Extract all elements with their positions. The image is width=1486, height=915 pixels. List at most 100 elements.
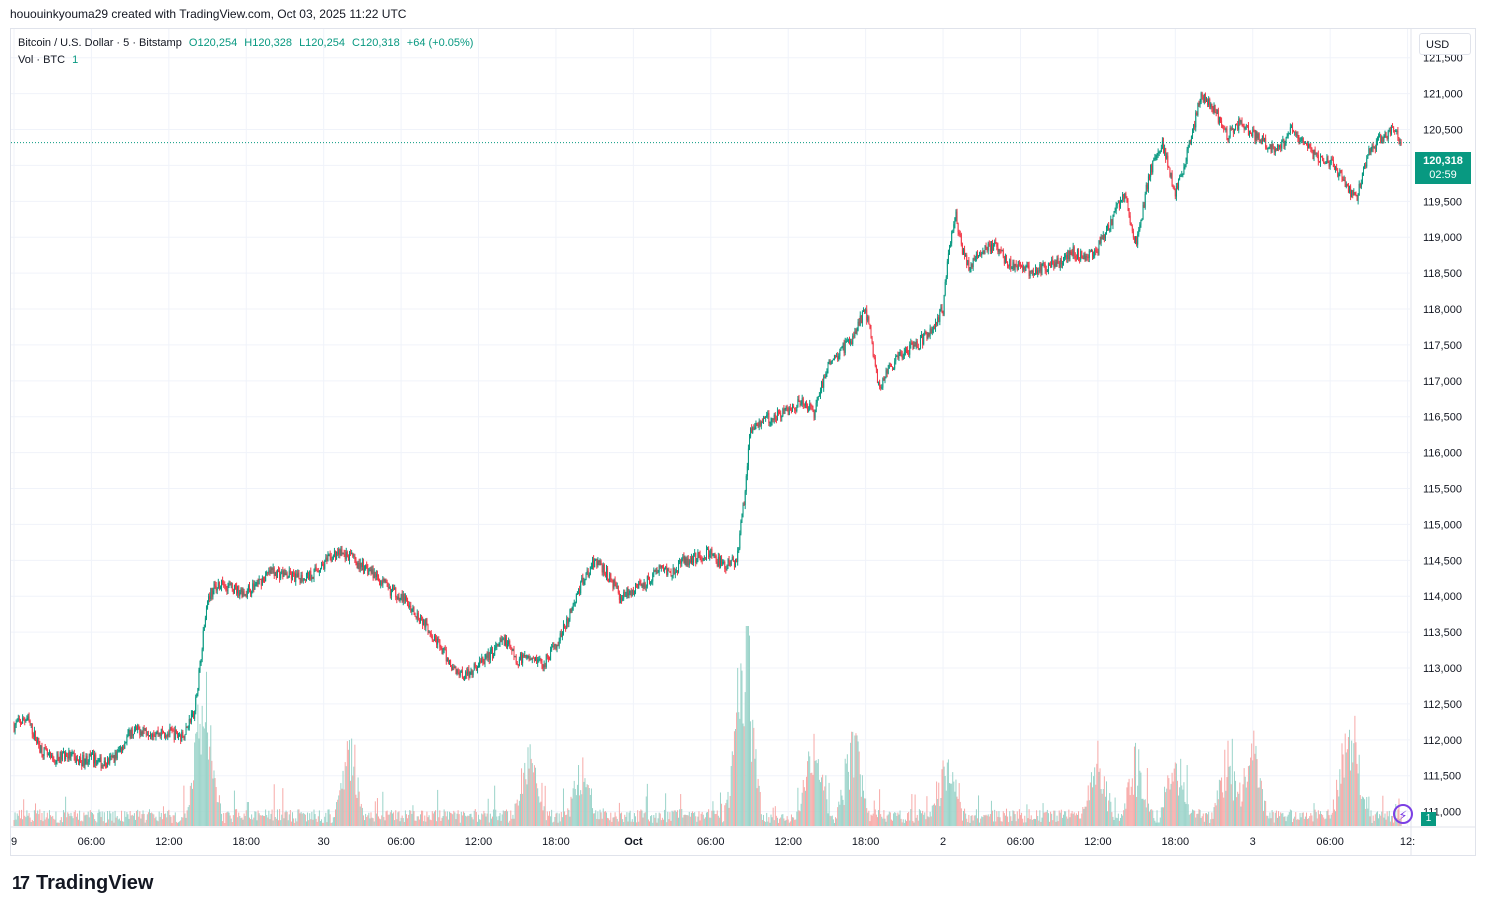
volume-bar (762, 814, 764, 826)
candle-body (1152, 160, 1154, 173)
volume-bar (260, 815, 262, 826)
volume-bar (594, 813, 596, 826)
volume-bar (1117, 813, 1119, 826)
candle-body (59, 752, 61, 763)
candle-body (335, 551, 337, 559)
volume-bar (693, 813, 695, 826)
volume-bar (729, 796, 731, 826)
candle-body (1279, 145, 1281, 148)
candle-body (480, 660, 482, 663)
volume-bar (137, 809, 139, 826)
candle-body (378, 576, 380, 580)
volume-bar (1111, 812, 1113, 826)
lightning-icon[interactable]: ⚡ (1393, 804, 1413, 824)
candle-body (87, 761, 89, 765)
candle-body (416, 612, 418, 619)
candle-body (874, 357, 876, 366)
candle-body (1350, 186, 1352, 197)
volume-bar (860, 796, 862, 826)
candle-body (685, 558, 687, 566)
volume-bar (1253, 730, 1255, 826)
candle-body (136, 727, 138, 731)
volume-bar (213, 770, 215, 826)
volume-bar (50, 815, 52, 826)
volume-bar (83, 812, 85, 826)
volume-bar (911, 794, 913, 826)
volume-bar (1103, 776, 1105, 826)
volume-bar (512, 814, 514, 826)
volume-bar (645, 796, 647, 826)
volume-bar (687, 815, 689, 826)
volume-bar (1019, 815, 1021, 826)
candle-body (639, 581, 641, 584)
volume-bar (753, 727, 755, 826)
volume-bar (401, 815, 403, 826)
candle-body (1242, 124, 1244, 127)
volume-bar (279, 809, 281, 826)
volume-bar (527, 747, 529, 826)
volume-bar (442, 815, 444, 826)
volume-bar (124, 811, 126, 826)
volume-bar (301, 813, 303, 826)
candle-body (1309, 144, 1311, 148)
volume-bar (233, 790, 235, 826)
volume-bar (1131, 778, 1133, 826)
candle-body (1210, 103, 1212, 108)
volume-bar (422, 810, 424, 826)
candle-body (86, 756, 88, 765)
volume-bar (980, 818, 982, 826)
currency-selector[interactable]: USD (1419, 33, 1471, 55)
volume-bar (143, 813, 145, 826)
candle-body (558, 641, 560, 646)
volume-bar (757, 778, 759, 826)
candle-body (849, 340, 851, 343)
volume-bar (684, 814, 686, 826)
candle-body (482, 657, 484, 663)
candle-body (325, 557, 327, 561)
volume-bar (1360, 798, 1362, 826)
candle-body (1301, 137, 1303, 141)
candle-body (661, 565, 663, 568)
candle-body (1373, 146, 1375, 149)
candle-body (1246, 125, 1248, 127)
volume-bar (1145, 807, 1147, 826)
symbol-title[interactable]: Bitcoin / U.S. Dollar · 5 · Bitstamp (18, 37, 182, 49)
volume-bar (768, 817, 770, 826)
volume-bar (931, 805, 933, 826)
candle-body (172, 730, 174, 732)
candle-body (1033, 273, 1035, 275)
candle-body (219, 587, 221, 589)
volume-bar (310, 819, 312, 826)
candle-body (156, 730, 158, 734)
candle-body (345, 551, 347, 560)
candle-body (1175, 185, 1177, 197)
candle-body (290, 574, 292, 580)
candle-body (505, 637, 507, 647)
volume-bar (1204, 813, 1206, 826)
candle-body (651, 581, 653, 583)
candle-body (1293, 130, 1295, 132)
candle-body (1050, 265, 1052, 268)
volume-bar (161, 819, 163, 826)
candle-body (1222, 125, 1224, 129)
volume-bar (1211, 812, 1213, 826)
candle-body (187, 727, 189, 729)
candle-body (436, 638, 438, 645)
candle-body (324, 560, 326, 569)
candle-body (835, 355, 837, 357)
candle-body (1259, 139, 1261, 141)
tradingview-logo[interactable]: 17 TradingView (12, 872, 153, 895)
volume-label[interactable]: Vol · BTC (18, 54, 66, 66)
candle-body (486, 655, 488, 658)
volume-bar (214, 778, 216, 826)
candle-body (719, 558, 721, 567)
candle-body (358, 563, 360, 569)
volume-bar (703, 818, 705, 826)
candle-body (417, 612, 419, 621)
volume-bar (497, 820, 499, 826)
candle-body (50, 752, 52, 758)
candle-body (333, 551, 335, 556)
volume-bar (204, 722, 206, 826)
candle-body (1111, 219, 1113, 225)
